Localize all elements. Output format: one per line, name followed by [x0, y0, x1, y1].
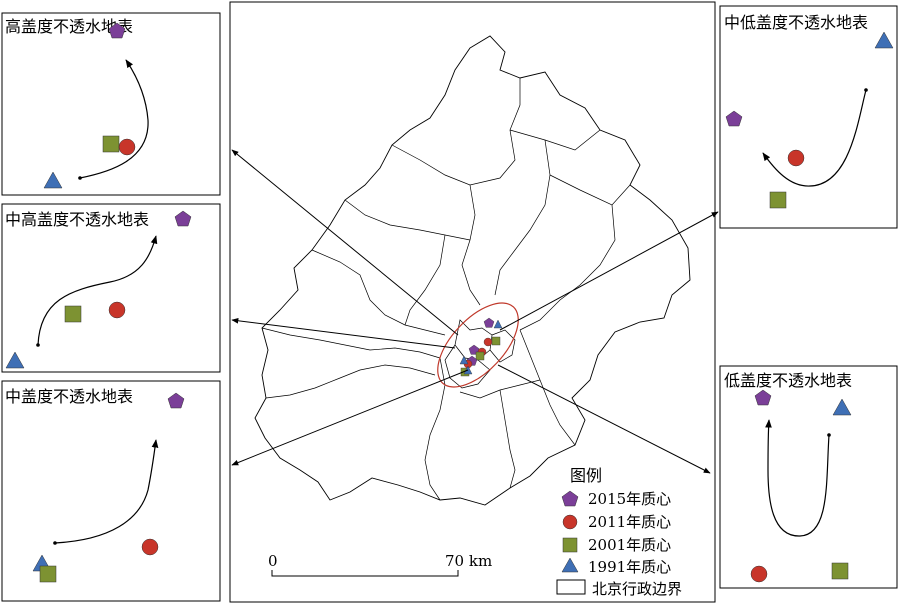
panel-high: 高盖度不透水地表 — [1, 12, 221, 196]
centroid-2001-mark — [491, 336, 501, 346]
main-map-centroids — [459, 317, 503, 377]
centroid-2001-mark — [64, 305, 82, 323]
centroid-1991-mark — [5, 351, 25, 369]
main-map-frame — [229, 1, 716, 603]
panel-midlow: 中低盖度不透水地表 — [719, 5, 898, 229]
district-boundaries — [261, 78, 631, 501]
panel-high-title: 高盖度不透水地表 — [5, 17, 133, 36]
centroid-2011-mark — [483, 337, 493, 347]
core-area-ellipse — [437, 302, 519, 388]
panel-low: 低盖度不透水地表 — [719, 365, 898, 589]
centroid-2001-mark — [102, 135, 120, 153]
centroid-2001-mark — [475, 351, 485, 361]
trajectory-path — [54, 439, 159, 544]
scale-bar: 0 70 km — [268, 552, 492, 577]
legend-2011-label: 2011年质心 — [588, 513, 671, 531]
legend: 图例 2015年质心 2011年质心 2001年质心 1991年质心 北京行政边… — [556, 466, 682, 598]
legend-1991-icon — [561, 557, 579, 573]
centroid-2001-mark — [39, 565, 57, 583]
centroid-2015-mark — [108, 22, 126, 39]
panel-mid: 中盖度不透水地表 — [1, 380, 221, 602]
centroid-1991-mark — [874, 31, 894, 49]
beijing-boundary — [254, 35, 691, 506]
legend-2015-label: 2015年质心 — [588, 490, 671, 508]
trajectory-path — [762, 89, 867, 187]
centroid-1991-mark — [43, 171, 63, 189]
trajectory-path — [37, 235, 158, 346]
centroid-2011-mark — [750, 565, 768, 583]
centroid-2011-mark — [108, 301, 126, 319]
centroid-2015-mark — [483, 317, 495, 328]
centroid-2011-mark — [787, 149, 805, 167]
panel-mid-title: 中盖度不透水地表 — [5, 387, 133, 406]
legend-boundary-label: 北京行政边界 — [592, 580, 682, 598]
centroid-2001-mark — [831, 562, 849, 580]
centroid-1991-mark — [459, 355, 469, 365]
legend-title: 图例 — [570, 466, 602, 485]
scale-end-label: 70 km — [445, 552, 492, 570]
legend-2001-label: 2001年质心 — [588, 536, 671, 554]
trajectory-path — [79, 59, 149, 179]
centroid-2015-mark — [167, 392, 185, 409]
panel-midlow-title: 中低盖度不透水地表 — [724, 13, 868, 32]
legend-2015-icon — [561, 490, 579, 507]
legend-1991-label: 1991年质心 — [588, 558, 671, 576]
centroid-1991-mark — [832, 398, 852, 416]
centroid-2015-mark — [725, 110, 743, 127]
legend-2001-icon — [562, 537, 578, 553]
connector-arrows — [231, 149, 719, 474]
centroid-2011-mark — [141, 538, 159, 556]
centroid-2011-mark — [118, 138, 136, 156]
centroid-2001-mark — [769, 191, 787, 209]
scale-start-label: 0 — [268, 552, 278, 570]
trajectory-path — [765, 419, 830, 537]
centroid-1991-mark — [493, 319, 503, 329]
legend-2011-icon — [562, 514, 578, 530]
centroid-2015-mark — [754, 389, 772, 406]
legend-boundary-icon — [556, 579, 586, 595]
centroid-2015-mark — [174, 210, 192, 227]
panel-midhigh-title: 中高盖度不透水地表 — [5, 210, 149, 229]
panel-midhigh: 中高盖度不透水地表 — [1, 203, 221, 373]
panel-low-title: 低盖度不透水地表 — [724, 371, 852, 390]
